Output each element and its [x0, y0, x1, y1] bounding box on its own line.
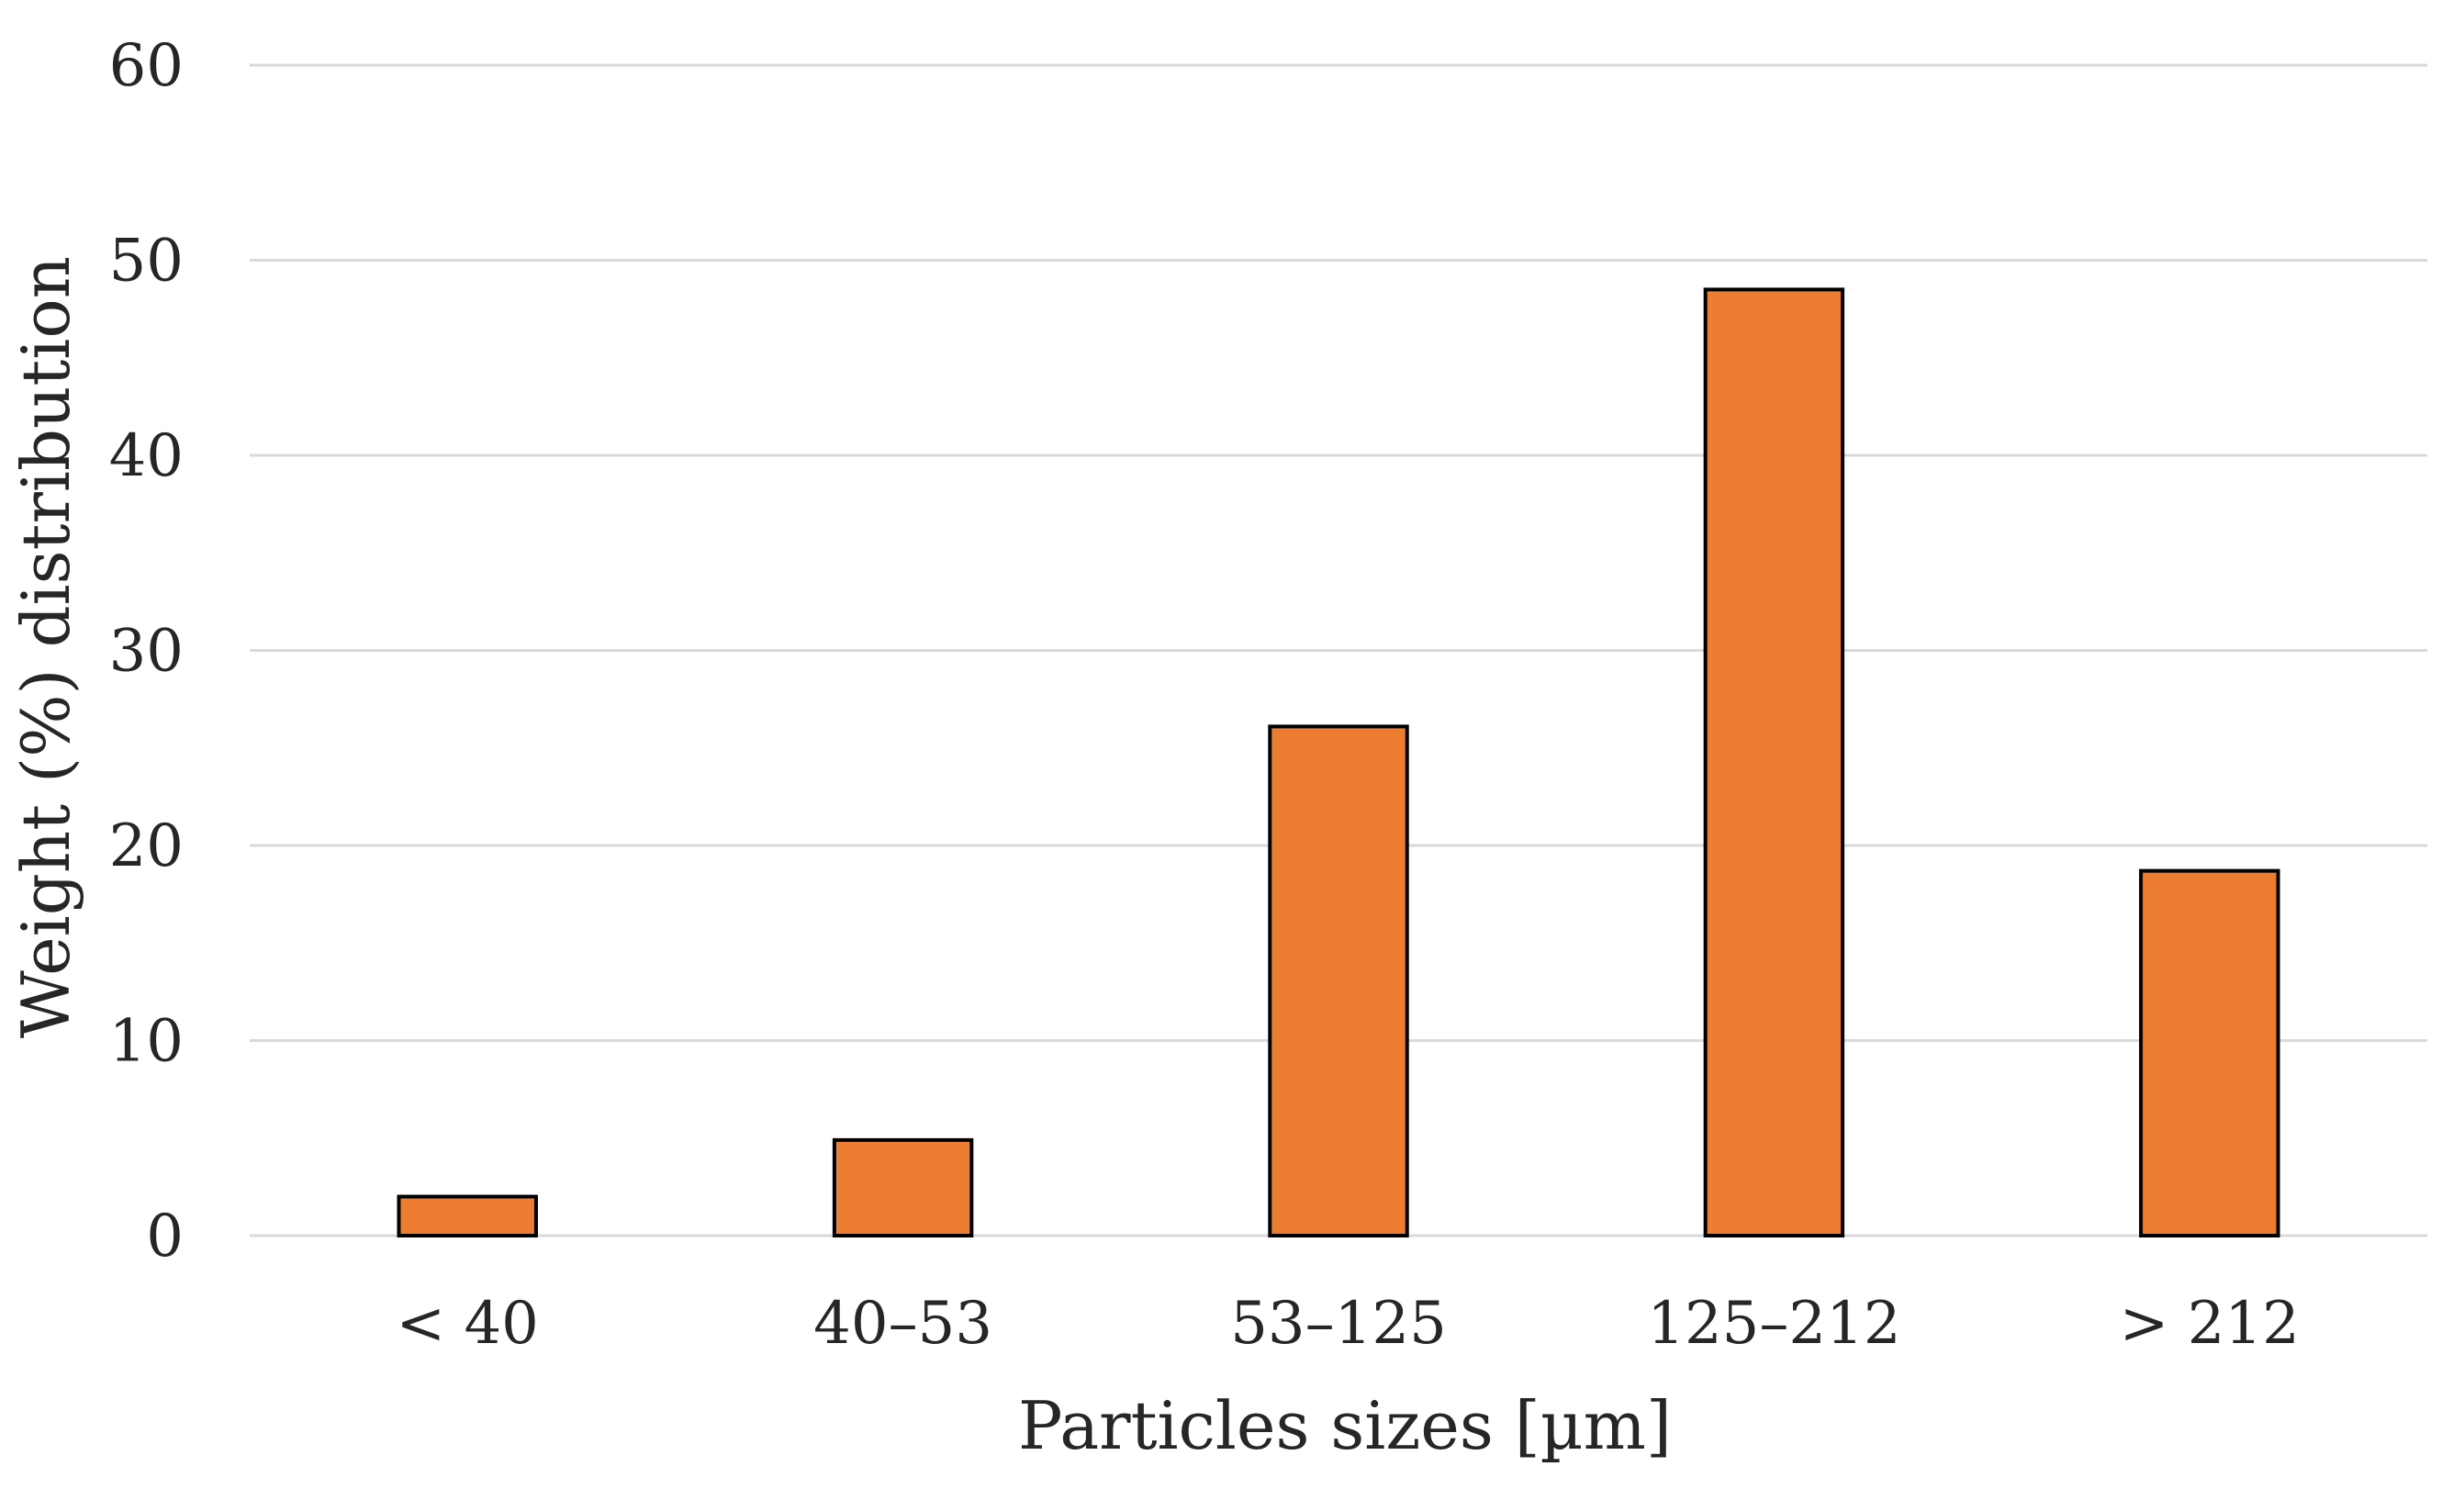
bar-4 — [2139, 868, 2280, 1237]
x-axis-ticks: < 40 40–53 53–125 125–212 > 212 — [396, 1290, 2299, 1358]
x-tick-label: < 40 — [396, 1290, 538, 1358]
x-tick-label: > 212 — [2120, 1290, 2300, 1358]
y-tick-label: 40 — [109, 422, 184, 490]
y-tick-label: 0 — [146, 1203, 184, 1271]
y-tick-label: 30 — [109, 618, 184, 686]
x-tick-label: 125–212 — [1647, 1290, 1900, 1358]
bar-3 — [1703, 287, 1845, 1237]
bar-0 — [397, 1194, 538, 1237]
x-axis-title: Particles sizes [µm] — [1018, 1387, 1672, 1464]
y-axis-ticks: 0 10 20 30 40 50 60 — [109, 32, 184, 1271]
y-tick-label: 50 — [109, 228, 184, 296]
bar-1 — [832, 1137, 974, 1237]
y-axis-title: Weight (%) distribution — [7, 256, 84, 1038]
y-tick-label: 10 — [109, 1008, 184, 1076]
bar-2 — [1268, 724, 1409, 1237]
bars — [397, 287, 2280, 1237]
x-tick-label: 53–125 — [1230, 1290, 1447, 1358]
x-tick-label: 40–53 — [813, 1290, 992, 1358]
y-tick-label: 60 — [109, 32, 184, 100]
y-tick-label: 20 — [109, 812, 184, 880]
